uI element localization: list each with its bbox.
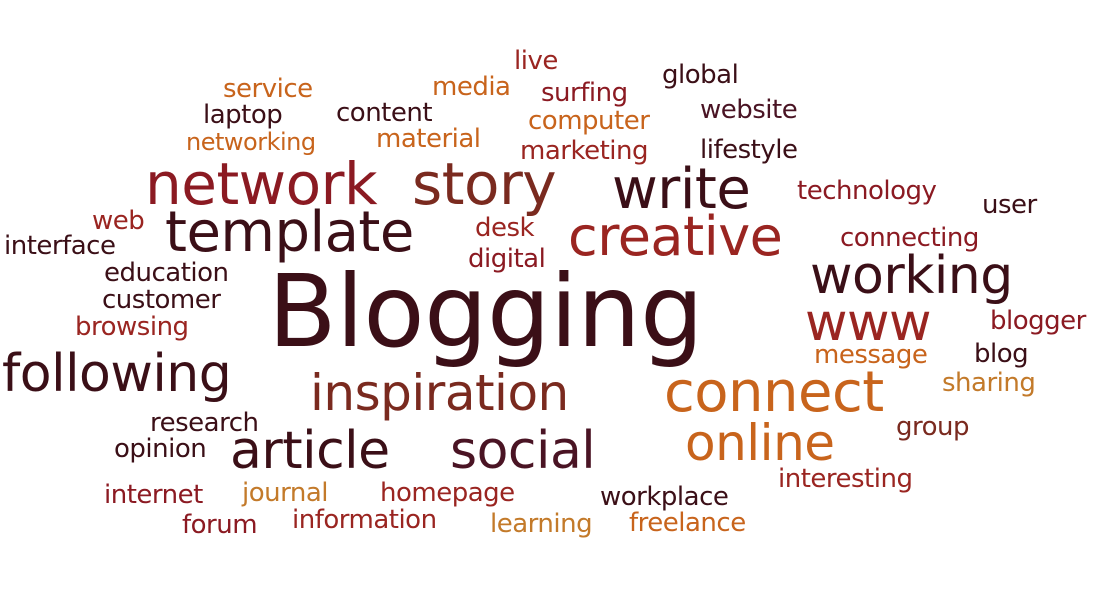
- word-opinion: opinion: [114, 434, 207, 464]
- word-template: template: [165, 200, 414, 265]
- word-information: information: [292, 505, 437, 535]
- word-content: content: [336, 98, 433, 128]
- word-sharing: sharing: [942, 368, 1036, 398]
- word-interesting: interesting: [778, 464, 913, 494]
- word-networking: networking: [186, 128, 316, 156]
- word-journal: journal: [242, 478, 328, 508]
- word-digital: digital: [468, 244, 546, 274]
- word-service: service: [223, 74, 313, 104]
- word-lifestyle: lifestyle: [700, 135, 798, 165]
- word-article: article: [230, 421, 390, 481]
- word-inspiration: inspiration: [310, 364, 569, 422]
- word-desk: desk: [475, 213, 535, 243]
- word-user: user: [982, 190, 1037, 220]
- word-following: following: [2, 344, 232, 404]
- word-computer: computer: [528, 106, 650, 136]
- word-connecting: connecting: [840, 223, 979, 253]
- word-internet: internet: [104, 480, 203, 510]
- word-www: www: [805, 293, 932, 353]
- word-social: social: [450, 421, 596, 481]
- word-marketing: marketing: [520, 136, 648, 166]
- word-global: global: [662, 60, 739, 90]
- word-working: working: [810, 246, 1013, 306]
- word-creative: creative: [568, 205, 783, 268]
- word-workplace: workplace: [600, 482, 729, 512]
- word-blog: blog: [974, 339, 1029, 369]
- word-research: research: [150, 408, 259, 438]
- word-network: network: [145, 150, 378, 218]
- word-website: website: [700, 95, 798, 125]
- word-story: story: [412, 150, 557, 218]
- word-homepage: homepage: [380, 478, 515, 508]
- word-interface: interface: [4, 231, 116, 261]
- word-forum: forum: [182, 510, 258, 540]
- word-group: group: [896, 412, 970, 442]
- word-blogger: blogger: [990, 306, 1086, 336]
- word-learning: learning: [490, 509, 593, 539]
- word-browsing: browsing: [75, 312, 189, 342]
- word-connect: connect: [664, 360, 884, 425]
- word-education: education: [104, 258, 229, 288]
- word-freelance: freelance: [629, 508, 746, 538]
- word-web: web: [92, 206, 145, 236]
- word-media: media: [432, 72, 511, 102]
- word-surfing: surfing: [541, 78, 628, 108]
- word-live: live: [514, 46, 558, 76]
- word-blogging: Blogging: [268, 253, 704, 370]
- word-online: online: [685, 414, 835, 472]
- word-write: write: [612, 157, 751, 222]
- word-material: material: [376, 124, 481, 154]
- word-technology: technology: [797, 176, 937, 206]
- word-laptop: laptop: [203, 100, 283, 130]
- word-message: message: [814, 340, 928, 370]
- word-customer: customer: [102, 285, 221, 315]
